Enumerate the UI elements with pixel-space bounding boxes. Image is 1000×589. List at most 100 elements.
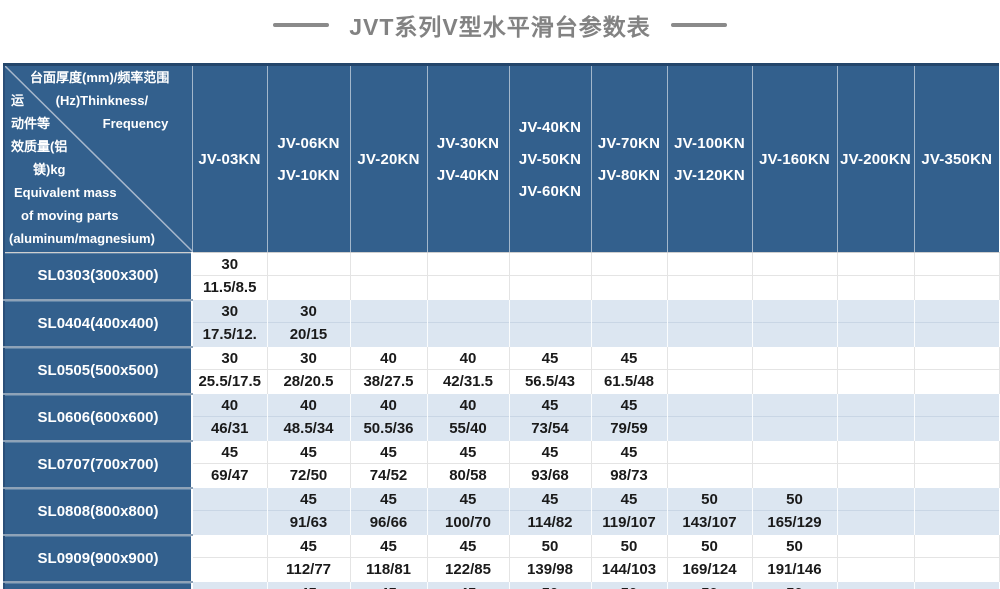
- column-header: JV-40KN JV-50KN JV-60KN: [508, 64, 591, 253]
- cell-frequency-value: 98/73: [610, 466, 648, 484]
- cell-thickness-value: 50: [752, 488, 837, 511]
- cell-frequency-value: 55/40: [449, 419, 487, 437]
- param-cell: [914, 252, 1000, 300]
- cell-frequency-value: [838, 511, 914, 534]
- cell-frequency-value: 96/66: [369, 513, 408, 531]
- param-cell: 45 74/52: [350, 440, 428, 488]
- cell-frequency-value: [268, 276, 350, 299]
- param-cell: [667, 393, 753, 441]
- cell-frequency-value: [838, 323, 914, 346]
- cell-thickness-value: [837, 441, 914, 464]
- cell-thickness-value: [914, 347, 999, 370]
- cell-thickness-value: 40: [267, 394, 350, 417]
- cell-thickness-value: 45: [427, 535, 509, 558]
- param-cell: 45 79/59: [591, 393, 668, 441]
- table-row: SL0707(700x700) 45 69/47 45 72/50 45 74/52 45 80…: [4, 440, 1000, 489]
- param-cell: [667, 440, 753, 488]
- param-cell: 45 98/73: [591, 440, 668, 488]
- title-decor-line-left: [273, 23, 330, 27]
- param-cell: [752, 299, 838, 347]
- row-header: SL0505(500x500): [4, 346, 193, 395]
- column-header-lines: JV-20KN: [351, 151, 427, 168]
- cell-thickness-value: [667, 300, 752, 323]
- cell-frequency-value: 169/124: [682, 560, 737, 578]
- column-header-lines: JV-100KN JV-120KN: [668, 135, 752, 184]
- param-cell: [667, 252, 753, 300]
- cell-thickness-value: 45: [427, 441, 509, 464]
- column-header: JV-350KN: [913, 64, 999, 253]
- cell-thickness-value: [914, 253, 999, 276]
- param-cell: 45 61.5/48: [591, 346, 668, 394]
- param-cell: 50 143/107: [667, 487, 753, 535]
- param-cell: 45 80/58: [427, 440, 510, 488]
- cell-frequency-value: 50.5/36: [363, 419, 414, 437]
- param-cell: 45: [267, 581, 351, 589]
- param-cell: [591, 252, 668, 300]
- param-cell: [267, 252, 351, 300]
- cell-frequency-value: [915, 276, 999, 299]
- cell-frequency-value: [510, 323, 591, 346]
- cell-frequency-value: [510, 276, 591, 299]
- param-cell: 50: [752, 581, 838, 589]
- cell-thickness-value: [837, 535, 914, 558]
- param-cell: [752, 252, 838, 300]
- cell-thickness-value: [837, 394, 914, 417]
- column-header-lines: JV-03KN: [193, 151, 267, 168]
- cell-frequency-value: 20/15: [289, 325, 328, 343]
- cell-frequency-value: 165/129: [767, 513, 822, 531]
- column-header: JV-30KN JV-40KN: [426, 64, 509, 253]
- cell-frequency-value: 100/70: [445, 513, 491, 531]
- cell-thickness-value: 30: [193, 253, 267, 276]
- table-row: SL0606(600x600) 40 46/31 40 48.5/34 40 50.5/36…: [4, 393, 1000, 442]
- param-cell: 30 17.5/12.: [192, 299, 268, 347]
- cell-thickness-value: 50: [510, 582, 591, 589]
- cell-thickness-value: 50: [753, 582, 837, 589]
- title-decor-line-right: [670, 23, 727, 27]
- cell-frequency-value: 93/68: [531, 466, 569, 484]
- cell-frequency-value: 42/31.5: [442, 372, 494, 390]
- cell-frequency-value: 91/63: [289, 513, 328, 531]
- cell-thickness-value: 45: [350, 441, 427, 464]
- param-cell: [914, 346, 1000, 394]
- param-cell: [914, 487, 1000, 535]
- param-cell: [837, 299, 915, 347]
- cell-frequency-value: 79/59: [610, 419, 648, 437]
- table-row: SL1010(1000x1000)45454550505050: [4, 581, 1000, 589]
- cell-thickness-value: [837, 253, 914, 276]
- cell-thickness-value: 45: [267, 488, 350, 511]
- column-header: JV-70KN JV-80KN: [590, 64, 667, 253]
- cell-thickness-value: [914, 441, 999, 464]
- cell-thickness-value: [667, 347, 752, 370]
- param-cell: [914, 299, 1000, 347]
- cell-frequency-value: [351, 323, 427, 346]
- cell-thickness-value: [837, 488, 914, 511]
- cell-thickness-value: 50: [509, 535, 591, 558]
- cell-frequency-value: 143/107: [682, 513, 737, 531]
- cell-thickness-value: 45: [267, 441, 350, 464]
- param-cell: 40 42/31.5: [427, 346, 510, 394]
- cell-frequency-value: [753, 417, 837, 440]
- cell-thickness-value: 50: [591, 535, 667, 558]
- param-cell: 50: [509, 581, 592, 589]
- cell-frequency-value: 11.5/8.5: [203, 279, 257, 296]
- column-header-label: JV-03KN: [198, 150, 261, 168]
- param-cell: 30 28/20.5: [267, 346, 351, 394]
- cell-thickness-value: [752, 300, 837, 323]
- param-cell: [350, 252, 428, 300]
- param-cell: 50 165/129: [752, 487, 838, 535]
- table-row: SL0303(300x300) 30 11.5/8.5: [4, 252, 1000, 301]
- param-cell: 50: [667, 581, 753, 589]
- cell-frequency-value: [838, 417, 914, 440]
- param-cell: 40 50.5/36: [350, 393, 428, 441]
- param-cell: 50 169/124: [667, 534, 753, 582]
- cell-thickness-value: 50: [667, 488, 752, 511]
- param-cell: [837, 581, 915, 589]
- cell-thickness-value: [509, 300, 591, 323]
- row-header: SL0303(300x300): [4, 252, 193, 301]
- cell-frequency-value: 144/103: [601, 560, 657, 578]
- cell-thickness-value: 45: [351, 582, 427, 589]
- cell-thickness-value: [914, 394, 999, 417]
- param-cell: [192, 581, 268, 589]
- row-header: SL0909(900x900): [4, 534, 193, 583]
- cell-frequency-value: [193, 558, 267, 581]
